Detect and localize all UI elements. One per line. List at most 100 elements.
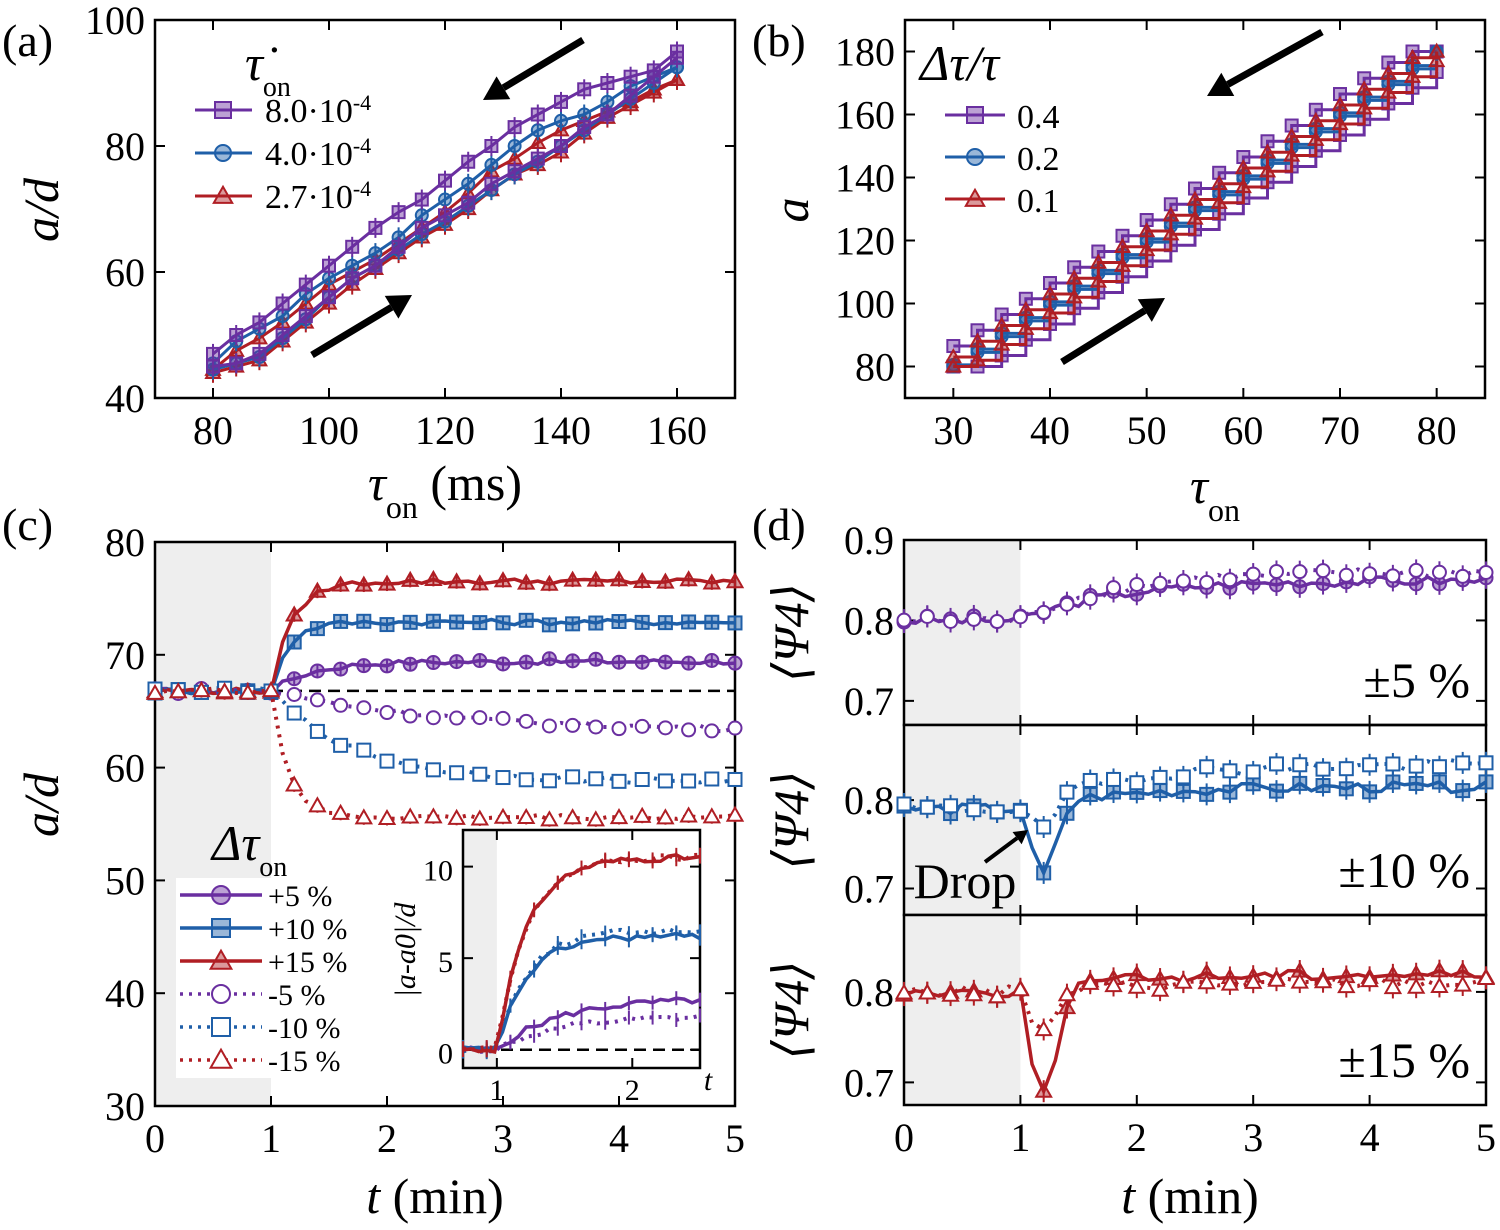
data-point [541,718,557,734]
data-point [941,985,960,1002]
data-point [623,88,638,103]
data-point [1113,237,1132,253]
data-point [1355,99,1373,115]
data-point [1222,572,1238,588]
data-point [322,258,336,273]
data-point [470,574,489,591]
data-point [1199,759,1215,775]
data-point [461,195,476,210]
data-point [1478,564,1494,580]
data-point [1150,980,1170,997]
data-point [1222,784,1238,800]
data-point [438,208,452,223]
y-tick-label: 10 [423,855,453,888]
x-tick-label: 1 [489,1074,504,1107]
y-tick-label: 0.8 [844,970,894,1015]
inset-x-axis-label: t [704,1064,713,1097]
data-point [968,351,987,367]
data-point [309,663,325,679]
inset: 1 2 0 5 10|a-a0|/d t [389,828,713,1107]
legend-label: +15 % [268,946,347,979]
x-tick-label: 0 [145,1116,165,1161]
data-point [472,710,488,726]
data-point [145,683,165,700]
legend-label: -15 % [268,1045,340,1078]
legend-background [176,878,370,1078]
x-axis-label: t (min) [1121,1168,1259,1224]
subplot-2: 0.7 0.8 ⟨Ψ4⟩ ±10 % Drop [763,723,1494,917]
plot-frame [902,913,1488,1107]
data-point [634,772,650,788]
data-point [1059,805,1075,821]
x-tick-label: 40 [1030,408,1070,453]
data-point [447,808,466,825]
y-axis-label: ⟨Ψ4⟩ [763,583,819,682]
data-point [919,799,935,815]
x-tick-label: 80 [193,408,233,453]
legend-label: 0.4 [1017,99,1060,136]
x-tick-label: 140 [531,408,591,453]
panel-label: (d) [752,499,806,550]
data-point [261,680,281,698]
data-point [1199,574,1215,590]
data-point [565,616,581,632]
y-tick-label: 50 [105,858,145,903]
y-tick-label: 120 [835,219,895,264]
data-point [401,807,420,824]
series-line [953,71,1439,368]
data-point [541,773,557,789]
data-point [1011,980,1030,997]
data-point [1034,1081,1053,1098]
data-point [1059,596,1075,612]
y-tick-label: 60 [105,250,145,295]
data-point [229,328,244,342]
data-point [285,605,304,622]
data-point [1129,775,1145,791]
data-point [704,723,720,739]
data-point [472,653,488,669]
data-point [215,682,234,699]
x-axis-label: t (min) [366,1168,504,1224]
data-point [657,654,673,670]
y-tick-label: 180 [835,30,895,75]
data-point [679,570,698,587]
data-point [438,173,452,188]
data-point [507,139,522,153]
data-point [425,710,441,726]
x-tick-label: 5 [1476,1115,1496,1160]
series-dotted [896,559,1494,633]
x-tick-label: 3 [1243,1115,1263,1160]
data-point [1036,604,1052,620]
data-point [529,133,547,150]
data-point [461,176,476,191]
data-point [554,113,568,128]
data-point [1315,563,1331,579]
data-point [238,683,257,700]
legend-marker [211,1017,231,1037]
data-point [704,771,720,787]
arrow-decreasing-head [1207,72,1235,97]
data-point [1331,115,1349,131]
data-point [1478,755,1494,771]
data-point [424,807,443,824]
legend-label: +10 % [268,913,347,946]
data-point [1268,783,1284,799]
data-point [1175,769,1191,785]
panel-label: (c) [2,499,53,550]
data-point [919,608,935,624]
data-point [449,614,465,630]
data-point [309,723,325,739]
inset-shaded-region [463,830,497,1068]
data-point [402,758,418,774]
data-point [657,773,673,789]
y-tick-label: 0 [438,1038,453,1071]
x-tick-label: 1 [261,1116,281,1161]
data-point [1362,784,1378,800]
legend-marker [966,106,984,124]
data-point [333,613,349,629]
data-point [1430,961,1449,978]
data-point [554,139,568,153]
data-point [1283,127,1301,143]
y-tick-label: 140 [835,156,895,201]
